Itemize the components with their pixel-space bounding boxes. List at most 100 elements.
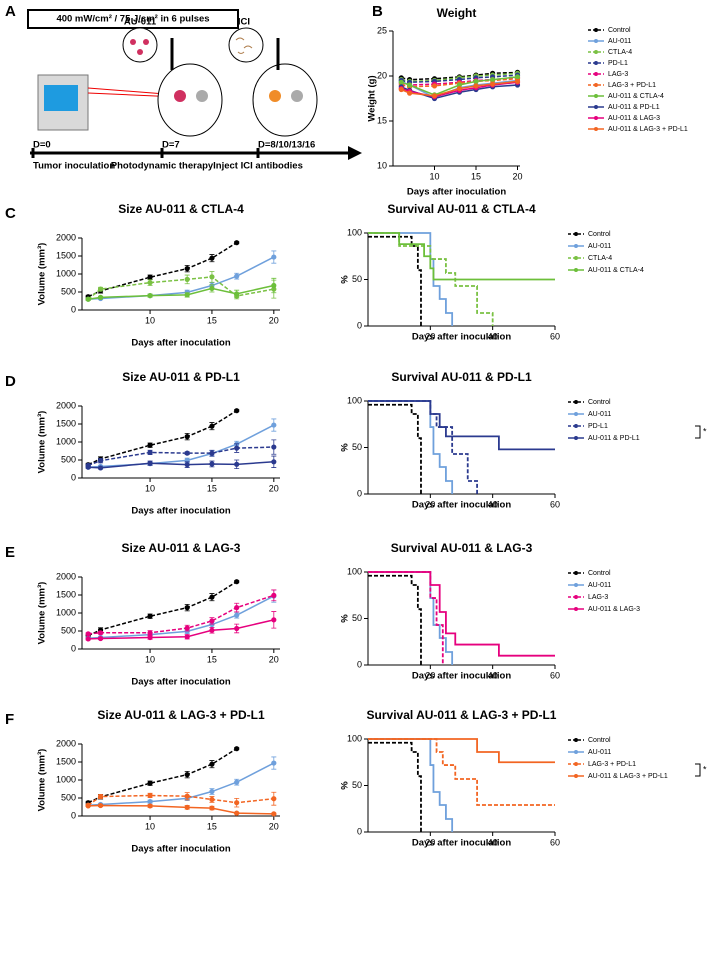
data-point [209,255,215,261]
legend-marker [574,774,578,778]
x-axis-label: Days after inoculation [407,187,506,198]
data-point [97,458,104,464]
legend-label: Control [588,231,611,238]
agent-label: ICI [238,17,250,28]
data-point [209,423,215,429]
mouse [157,63,223,137]
y-tick-label: 100 [347,566,362,576]
chart-title: Survival AU-011 & LAG-3 + PD-L1 [367,708,557,722]
y-tick-label: 0 [357,826,362,836]
tumor [269,90,281,102]
data-point [473,83,479,89]
data-point [490,77,496,83]
legend-marker [574,595,578,599]
legend-marker [594,83,598,87]
y-axis-label: Volume (mm³) [37,243,48,306]
survival-curve [368,403,422,494]
data-point [147,792,153,799]
data-point [147,780,153,786]
chart-title: Survival AU-011 & PD-L1 [391,370,532,384]
x-tick-label: 40 [488,670,498,680]
data-point [456,82,463,88]
x-axis-label: Days after inoculation [131,677,230,688]
device-screen [44,85,78,111]
chart-title: Size AU-011 & LAG-3 [122,541,241,555]
data-point [184,434,190,440]
significance-bracket [695,763,701,777]
series-line [88,256,275,300]
dot [130,39,136,45]
panel-label: C [5,205,16,222]
agent-label: AU-011 [124,17,157,28]
data-point [234,800,240,806]
x-tick-label: 20 [425,837,435,847]
x-tick-label: 40 [488,331,498,341]
timeline-day: D=8/10/13/16 [258,140,315,151]
data-point [209,594,215,600]
legend-marker [594,50,598,54]
data-point [271,254,277,260]
survival-curve [368,741,422,832]
timeline-event: Inject ICI antibodies [213,161,303,172]
data-point [234,810,240,816]
bubble [228,27,264,63]
chart-title: Weight [437,6,477,20]
data-point [271,592,277,598]
data-point [147,442,153,448]
x-tick-label: 20 [269,821,279,831]
series-line [88,594,275,635]
y-tick-label: 100 [347,227,362,237]
legend-label: AU-011 & CTLA-4 [588,267,644,274]
y-axis-label: % [340,275,351,284]
data-point [271,796,277,802]
y-tick-label: 20 [377,70,387,80]
y-tick-label: 0 [357,488,362,498]
survival-curve [368,738,555,764]
legend-marker [594,116,598,120]
data-point [97,465,104,471]
x-tick-label: 20 [513,171,523,181]
data-point [184,276,190,282]
y-tick-label: 500 [61,454,76,464]
survival-curve [368,232,494,326]
y-tick-label: 1500 [56,756,76,766]
x-tick-label: 10 [145,483,155,493]
data-point [184,292,190,298]
timeline-day: D=7 [162,140,180,151]
legend-label: AU-011 & LAG-3 [588,606,640,613]
data-point [209,761,215,767]
survival-curve [368,400,478,494]
x-axis-label: Days after inoculation [131,338,230,349]
survival-curve [368,400,555,451]
legend-marker [594,127,598,131]
data-point [271,760,277,766]
x-tick-label: 40 [488,499,498,509]
data-point [271,444,277,450]
y-tick-label: 15 [377,115,387,125]
timeline-event: Photodynamic therapy [111,161,214,172]
x-tick-label: 60 [550,837,560,847]
data-point [234,291,240,297]
data-point [209,461,215,467]
significance-bracket [695,425,701,439]
y-tick-label: 50 [352,274,362,284]
legend-label: AU-011 [588,243,611,250]
legend-marker [594,72,598,76]
legend-label: Control [588,399,611,406]
tumor [291,90,303,102]
legend-label: Control [588,570,611,577]
data-point [85,803,91,809]
y-tick-label: 50 [352,613,362,623]
panel-label: E [5,544,15,561]
data-point [473,78,479,84]
y-axis-label: % [340,614,351,623]
series-line [88,762,275,806]
data-point [184,804,190,810]
legend-marker [574,400,578,404]
panel-label: A [5,3,16,20]
legend-label: CTLA-4 [588,255,612,262]
y-axis-label: % [340,443,351,452]
series-line [87,446,274,467]
data-point [234,445,240,451]
